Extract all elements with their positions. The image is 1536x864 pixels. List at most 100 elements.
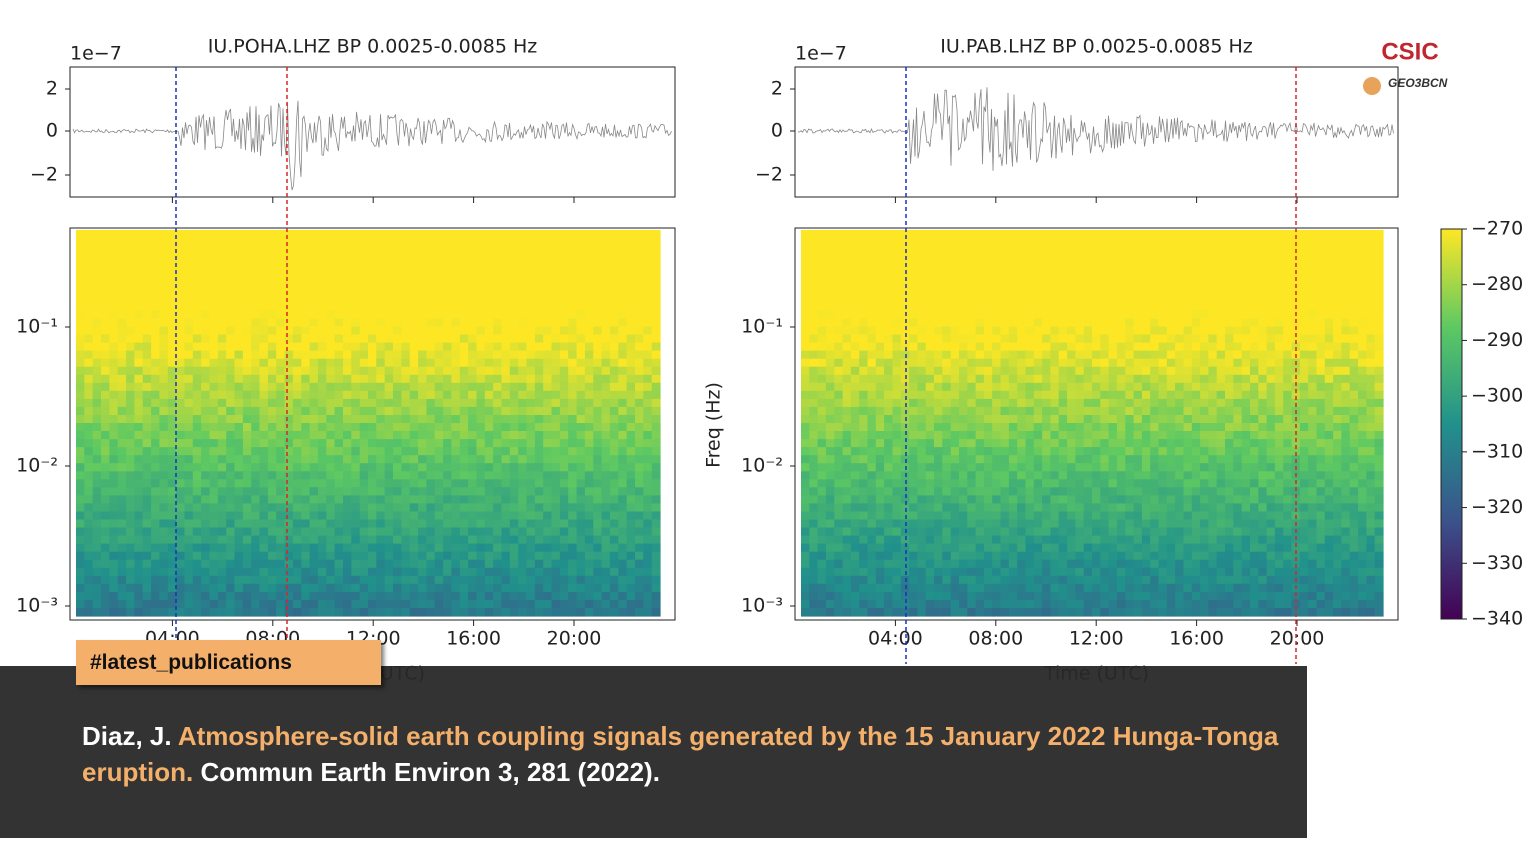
spectrogram-cell (925, 599, 935, 609)
spectrogram-cell (1058, 246, 1068, 255)
spectrogram-cell (559, 374, 569, 384)
spectrogram-cell (942, 583, 952, 593)
spectrogram-cell (967, 262, 977, 271)
spectrogram-cell (618, 382, 628, 392)
spectrogram-cell (801, 423, 810, 432)
spectrogram-cell (401, 447, 411, 456)
spectrogram-cell (551, 439, 561, 448)
spectrogram-cell (501, 551, 511, 561)
spectrogram-cell (809, 278, 819, 287)
spectrogram-cell (850, 495, 860, 504)
spectrogram-cell (192, 254, 202, 263)
spectrogram-cell (1058, 326, 1068, 336)
spectrogram-cell (134, 567, 144, 577)
spectrogram-cell (476, 342, 486, 352)
spectrogram-cell (643, 439, 653, 448)
spectrogram-cell (384, 487, 394, 496)
spectrogram-cell (917, 487, 927, 496)
spectrogram-cell (109, 527, 119, 537)
spectrogram-cell (983, 262, 993, 271)
spectrogram-cell (859, 551, 869, 561)
spectrogram-cell (126, 447, 135, 456)
spectrogram-cell (593, 286, 603, 295)
spectrogram-cell (426, 519, 436, 529)
spectrogram-cell (1050, 318, 1060, 328)
spectrogram-cell (1000, 463, 1010, 472)
spectrogram-cell (1025, 262, 1035, 271)
spectrogram-cell (635, 366, 644, 376)
spectrogram-cell (192, 366, 202, 376)
spectrogram-cell (234, 583, 244, 593)
spectrogram-cell (434, 302, 444, 311)
spectrogram-cell (942, 503, 952, 512)
spectrogram-cell (959, 543, 968, 553)
spectrogram-cell (501, 294, 511, 303)
spectrogram-cell (134, 495, 144, 504)
spectrogram-cell (568, 567, 578, 577)
spectrogram-cell (584, 439, 594, 448)
spectrogram-cell (334, 406, 344, 416)
spectrogram-cell (267, 511, 277, 521)
spectrogram-cell (92, 503, 102, 512)
spectrogram-cell (825, 599, 835, 609)
spectrogram-cell (426, 527, 436, 537)
spectrogram-cell (967, 423, 977, 432)
spectrogram-cell (326, 366, 336, 376)
spectrogram-cell (292, 342, 302, 352)
spectrogram-cell (917, 495, 927, 504)
spectrogram-cell (401, 294, 411, 303)
spectrogram-cell (434, 471, 444, 480)
spectrogram-cell (242, 575, 252, 585)
spectrogram-cell (593, 439, 603, 448)
spectrogram-cell (393, 519, 402, 529)
spectrogram-cell (601, 254, 611, 263)
spectrogram-cell (484, 511, 494, 521)
spectrogram-cell (409, 423, 419, 432)
spectrogram-cell (842, 262, 852, 271)
spectrogram-cell (117, 366, 127, 376)
spectrogram-cell (92, 310, 102, 319)
spectrogram-cell (117, 519, 127, 529)
spectrogram-cell (651, 599, 661, 609)
spectrogram-cell (409, 447, 419, 456)
spectrogram-cell (201, 591, 210, 601)
spectrogram-cell (368, 447, 377, 456)
spectrogram-cell (184, 511, 194, 521)
spectrogram-cell (967, 559, 977, 569)
spectrogram-cell (101, 302, 110, 311)
spectrogram-cell (584, 583, 594, 593)
spectrogram-cell (551, 463, 561, 472)
spectrogram-cell (825, 575, 835, 585)
spectrogram-cell (892, 334, 902, 344)
spectrogram-cell (134, 358, 144, 368)
spectrogram-cell (909, 495, 918, 504)
spectrogram-cell (92, 382, 102, 392)
spectrogram-cell (1033, 286, 1043, 295)
spectrogram-cell (359, 583, 369, 593)
spectrogram-cell (568, 519, 578, 529)
spectrogram-cell (142, 334, 152, 344)
spectrogram-cell (817, 406, 827, 416)
spectrogram-cell (859, 535, 869, 545)
spectrogram-cell (117, 318, 127, 328)
spectrogram-cell (267, 519, 277, 529)
spectrogram-cell (959, 575, 968, 585)
spectrogram-cell (251, 358, 261, 368)
spectrogram-cell (501, 471, 511, 480)
spectrogram-cell (801, 608, 810, 617)
spectrogram-cell (651, 559, 661, 569)
spectrogram-cell (850, 358, 860, 368)
spectrogram-cell (1033, 366, 1043, 376)
spectrogram-cell (484, 447, 494, 456)
spectrogram-cell (609, 519, 619, 529)
spectrogram-cell (284, 382, 294, 392)
spectrogram-cell (934, 471, 943, 480)
spectrogram-cell (426, 447, 436, 456)
spectrogram-cell (384, 342, 394, 352)
spectrogram-cell (434, 278, 444, 287)
spectrogram-cell (226, 583, 236, 593)
spectrogram-cell (226, 543, 236, 553)
spectrogram-cell (343, 302, 352, 311)
spectrogram-cell (584, 238, 594, 247)
